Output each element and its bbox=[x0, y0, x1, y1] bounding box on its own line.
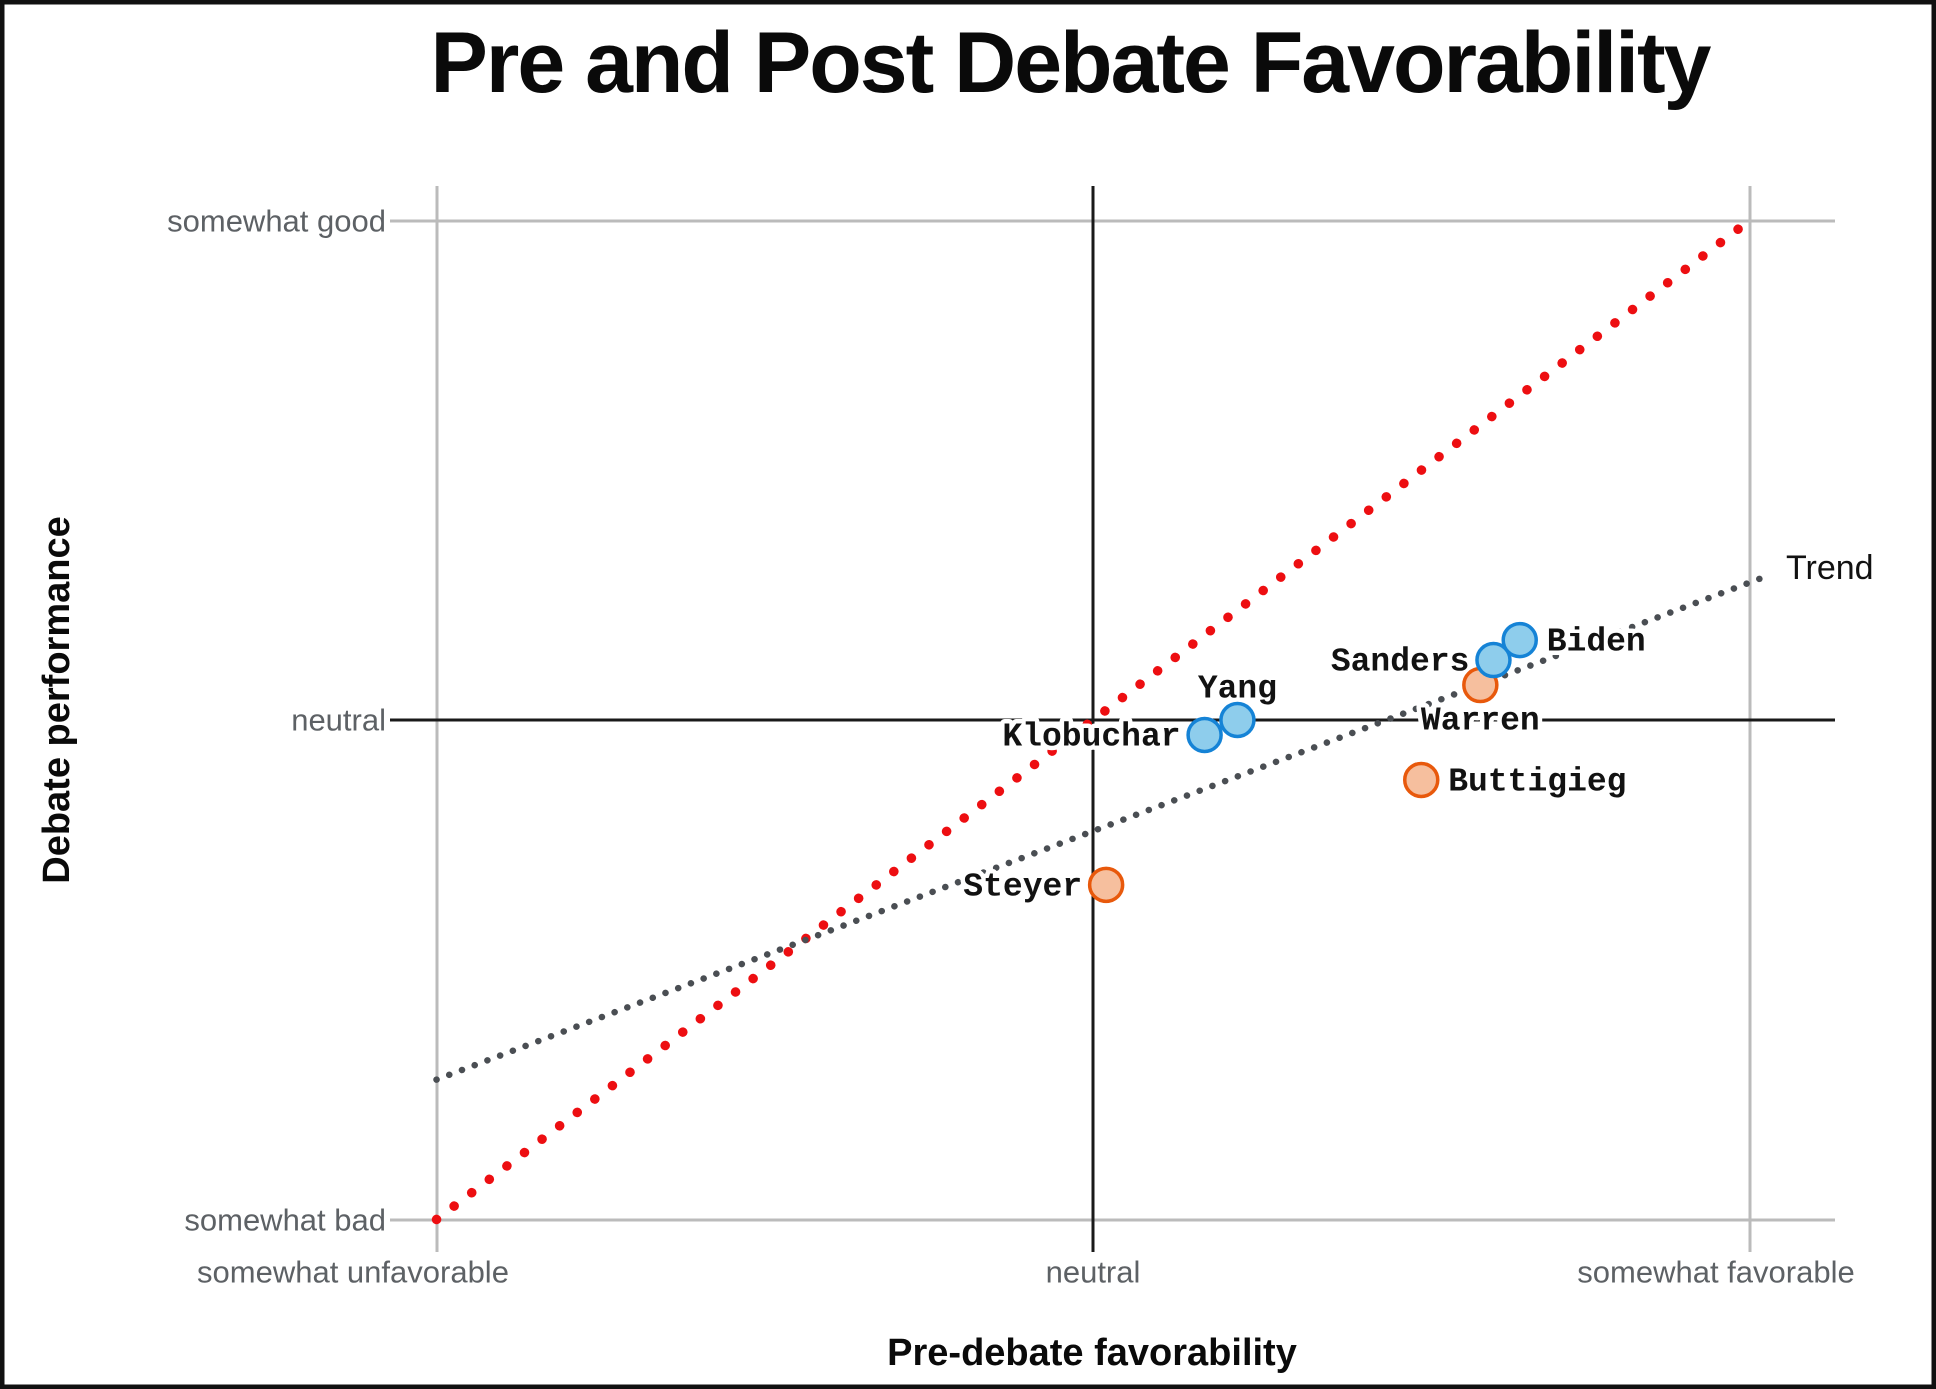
point-steyer bbox=[1087, 866, 1125, 904]
y-tick-labels: somewhat good neutral somewhat bad bbox=[167, 204, 386, 1238]
y-tick-somewhat-good: somewhat good bbox=[167, 204, 386, 239]
x-tick-labels: somewhat unfavorable neutral somewhat fa… bbox=[197, 1255, 1855, 1290]
point-yang bbox=[1219, 701, 1256, 739]
identity-line bbox=[431, 215, 1755, 1225]
x-tick-neutral: neutral bbox=[1046, 1255, 1141, 1290]
page-title: Pre and Post Debate Favorability bbox=[431, 15, 1712, 111]
y-tick-somewhat-bad: somewhat bad bbox=[184, 1203, 386, 1238]
point-biden bbox=[1501, 621, 1538, 659]
x-tick-somewhat-favorable: somewhat favorable bbox=[1577, 1255, 1854, 1290]
label-biden: Biden bbox=[1547, 624, 1646, 661]
data-points bbox=[1087, 621, 1538, 904]
point-buttigieg bbox=[1403, 761, 1440, 799]
reference-lines bbox=[431, 215, 1773, 1225]
point-klobuchar bbox=[1186, 716, 1223, 754]
label-buttigieg: Buttigieg bbox=[1448, 763, 1626, 800]
point-sanders bbox=[1475, 641, 1512, 679]
trend-line-label: Trend bbox=[1786, 549, 1874, 587]
x-axis-title: Pre-debate favorability bbox=[887, 1332, 1297, 1374]
label-klobuchar: Klobuchar bbox=[1002, 718, 1180, 755]
gridlines bbox=[390, 186, 1835, 1252]
label-steyer: Steyer bbox=[963, 868, 1082, 905]
label-warren: Warren bbox=[1421, 703, 1540, 740]
y-axis-title: Debate performance bbox=[36, 516, 78, 883]
x-tick-somewhat-unfavorable: somewhat unfavorable bbox=[197, 1255, 509, 1290]
y-tick-neutral: neutral bbox=[291, 703, 386, 738]
label-sanders: Sanders bbox=[1331, 644, 1470, 681]
